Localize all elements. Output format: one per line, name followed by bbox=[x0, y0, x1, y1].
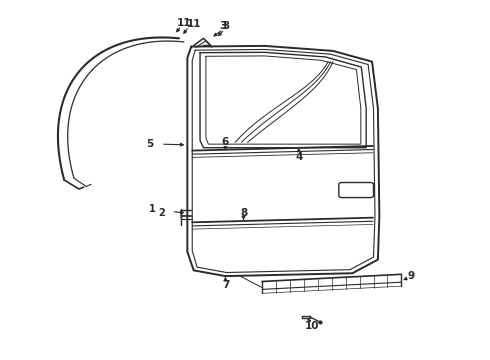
Text: 3: 3 bbox=[220, 21, 227, 31]
Text: 5: 5 bbox=[146, 139, 153, 149]
Text: 9: 9 bbox=[408, 271, 415, 281]
Text: 11: 11 bbox=[177, 18, 192, 28]
Text: 8: 8 bbox=[240, 208, 247, 218]
Text: 4: 4 bbox=[295, 152, 302, 162]
Text: 7: 7 bbox=[222, 280, 229, 290]
Text: 3: 3 bbox=[223, 21, 230, 31]
Text: 11: 11 bbox=[187, 19, 201, 29]
Text: 6: 6 bbox=[222, 138, 229, 147]
Text: 1: 1 bbox=[149, 204, 155, 214]
Text: 2: 2 bbox=[159, 208, 165, 218]
Text: 10: 10 bbox=[305, 321, 319, 331]
FancyBboxPatch shape bbox=[339, 183, 373, 198]
